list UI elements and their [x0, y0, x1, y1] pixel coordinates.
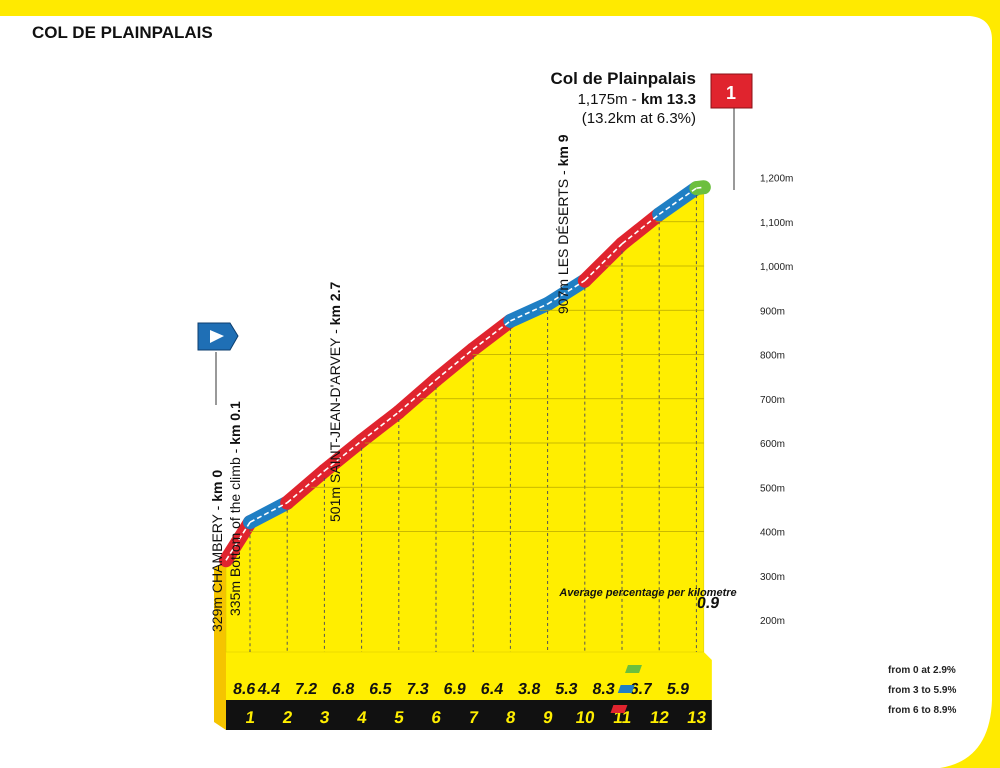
km-tick-label: 13: [686, 708, 708, 727]
segment-gradient-label: 8.3: [591, 680, 616, 698]
y-tick-label: 800m: [760, 351, 785, 362]
y-tick-label: 700m: [760, 395, 785, 406]
route-dash-10: [547, 279, 586, 305]
segment-gradient-label: 6.8: [331, 680, 356, 698]
km-tick-label: 1: [244, 708, 257, 727]
summit-stats: (13.2km at 6.3%): [582, 110, 696, 127]
segment-gradient-label: 7.3: [405, 680, 430, 698]
segment-gradient-label: 6.4: [480, 680, 505, 698]
legend-label: from 6 to 8.9%: [888, 705, 956, 716]
legend-swatch: [610, 705, 628, 713]
route-dash-6: [398, 379, 437, 413]
annotation-les-deserts: 907m LES DÉSERTS - km 9: [555, 134, 571, 314]
y-tick-label: 300m: [760, 572, 785, 583]
segment-gradient-label: 6.5: [368, 680, 393, 698]
km-tick-label: 5: [393, 708, 406, 727]
y-tick-label: 1,200m: [760, 174, 793, 185]
segment-gradient-label: 5.9: [666, 680, 691, 698]
gradient-segment-8: [466, 313, 518, 357]
route-dash-3: [286, 470, 325, 504]
y-tick-label: 600m: [760, 439, 785, 450]
gradient-segment-5: [354, 405, 406, 448]
profile-base-band-right: [226, 652, 712, 700]
annotation-bottom-of-climb: 335m Bottom of the climb - km 0.1: [227, 401, 243, 616]
route-dash-7: [435, 348, 474, 381]
summit-name: Col de Plainpalais: [551, 69, 697, 88]
km-tick-label: 7: [468, 708, 480, 727]
y-tick-label: 500m: [760, 483, 785, 494]
segment-gradient-label: 5.3: [554, 680, 579, 698]
legend-swatch: [617, 685, 635, 693]
segment-gradient-label: 7.2: [294, 680, 319, 698]
summit-flag-shape: [710, 73, 753, 109]
annotation-saint-jean: 501m SAINT-JEAN-D'ARVEY - km 2.7: [327, 282, 343, 522]
y-tick-label: 200m: [760, 616, 785, 627]
km-tick-label: 10: [574, 708, 596, 727]
profile-area: [225, 186, 705, 653]
legend-label: from 0 at 2.9%: [888, 665, 956, 676]
header-band-bottom: [940, 700, 992, 768]
km-tick-label: 6: [430, 708, 442, 727]
gradient-segment-4: [317, 433, 369, 478]
avg-percentage-label: Average percentage per kilometre: [558, 587, 736, 599]
gradient-segment-1: [219, 515, 257, 568]
route-dash-9: [510, 303, 548, 322]
start-face: [214, 560, 226, 730]
y-tick-label: 900m: [760, 306, 785, 317]
annotation-chambery: 329m CHAMBERY - km 0: [209, 470, 225, 632]
legend-swatch: [625, 665, 642, 673]
km-tick-label: 8: [505, 708, 517, 727]
km-tick-label: 4: [356, 708, 369, 727]
summit-detail: 1,175m - km 13.3: [578, 91, 696, 108]
route-dash-14: [696, 186, 704, 189]
y-tick-label: 1,100m: [760, 218, 793, 229]
route-dash-11: [584, 243, 623, 282]
route-dash-2: [249, 502, 288, 523]
legend-label: from 3 to 5.9%: [888, 685, 956, 696]
y-tick-label: 400m: [760, 528, 785, 539]
y-tick-label: 1,000m: [760, 262, 793, 273]
segment-gradient-label: 8.6: [232, 680, 257, 698]
chart-title: COL DE PLAINPALAIS: [32, 23, 213, 42]
segment-gradient-label: 3.8: [517, 680, 542, 698]
gradient-segment-12: [615, 207, 667, 251]
km-tick-label: 3: [319, 708, 331, 727]
start-flag-icon: [197, 322, 239, 351]
km-tick-label: 2: [282, 708, 294, 727]
summit-flag-number: 1: [726, 83, 736, 103]
km-tick-label: 12: [649, 708, 671, 727]
start-flag-arrow: [210, 330, 224, 343]
segment-gradient-label: 6.9: [443, 680, 468, 698]
km-tick-label: 9: [542, 708, 554, 727]
segment-gradient-label: 4.4: [257, 680, 282, 698]
segment-gradient-label: 0.9: [696, 594, 721, 612]
gradient-segment-13: [652, 181, 704, 222]
summit-flag-icon: 1: [710, 73, 753, 190]
segment-gradient-label: 6.7: [629, 680, 654, 698]
ground-strip: [226, 700, 712, 730]
